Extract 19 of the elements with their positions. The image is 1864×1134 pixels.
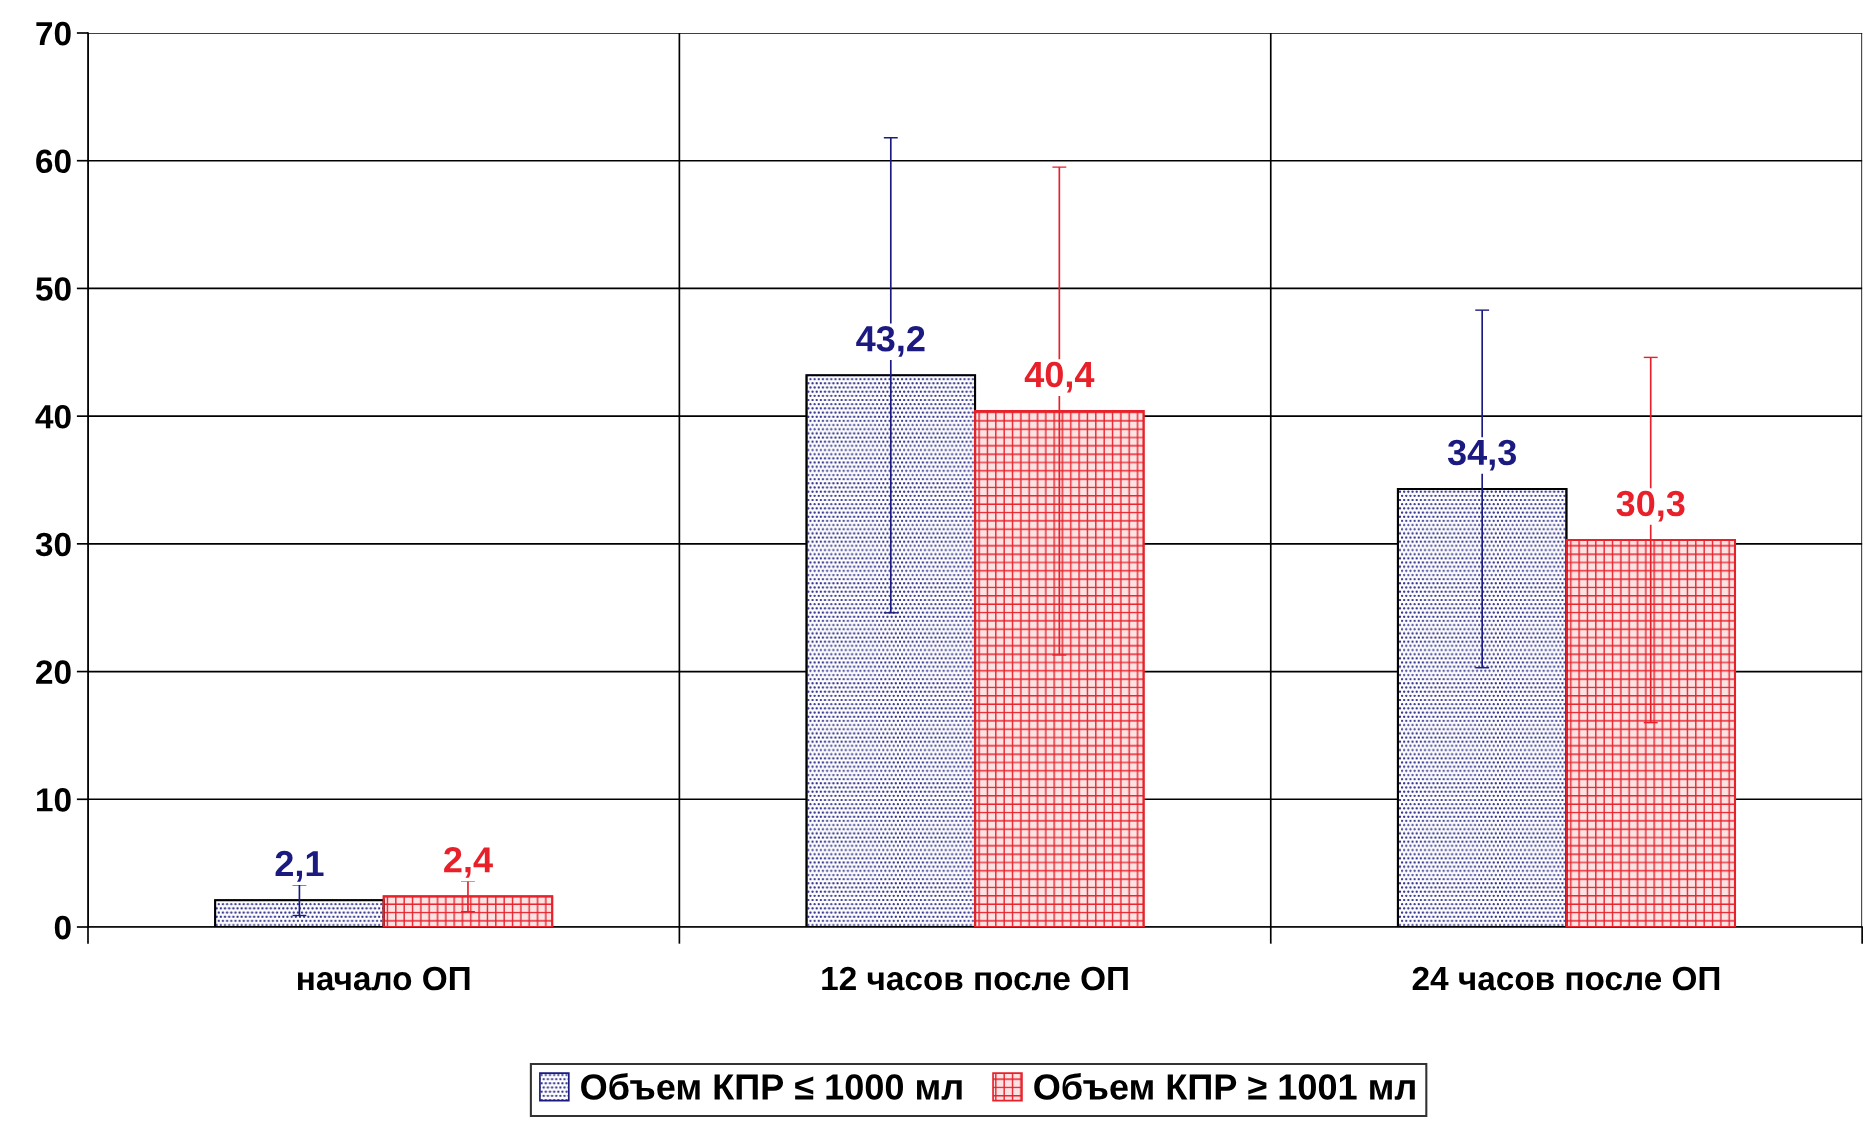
y-tick-label: 10 <box>37 788 71 812</box>
y-tick-label: 50 <box>35 277 71 301</box>
legend-label: Объем КПР ≤ 1000 мл <box>581 1072 962 1100</box>
y-tick-label: 70 <box>36 21 71 46</box>
x-tick-label: 12 часов после ОП <box>822 966 1128 991</box>
y-tick-label: 20 <box>36 660 71 684</box>
data-label: 40,4 <box>1024 361 1095 393</box>
y-tick-label: 0 <box>54 915 71 940</box>
y-tick-label: 30 <box>35 532 71 557</box>
data-label: 34,3 <box>1447 439 1517 471</box>
y-tick-label: 40 <box>35 404 71 429</box>
data-label: 2,4 <box>444 847 493 878</box>
data-label: 43,2 <box>856 325 925 357</box>
x-tick-label: начало ОП <box>298 966 470 991</box>
legend-label: Объем КПР ≥ 1001 мл <box>1034 1072 1415 1100</box>
data-label: 30,3 <box>1616 490 1685 522</box>
x-tick-label: 24 часов после ОП <box>1412 966 1720 991</box>
data-label: 2,1 <box>275 850 324 882</box>
y-tick-label: 60 <box>36 149 71 174</box>
